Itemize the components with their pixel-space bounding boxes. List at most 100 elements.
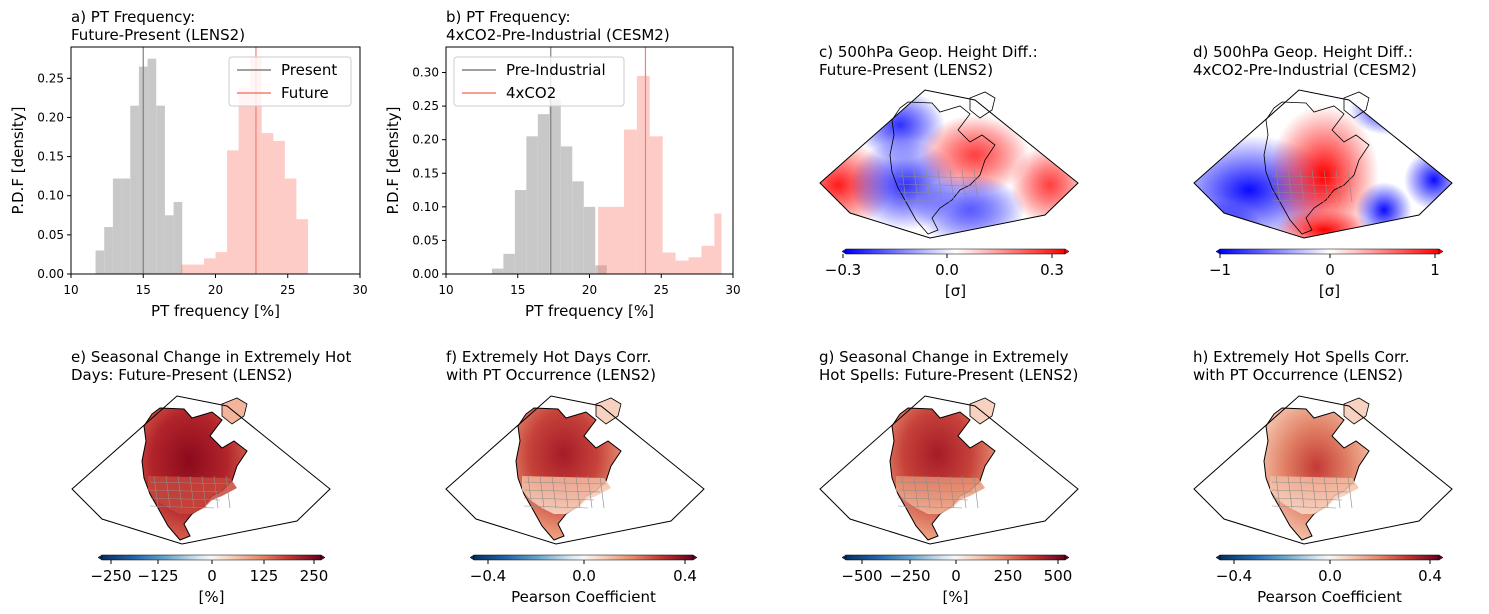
state-line <box>937 169 943 203</box>
greenland <box>969 397 996 425</box>
state-line <box>149 505 215 509</box>
state-borders <box>1271 169 1355 203</box>
histogram-bar <box>215 252 228 274</box>
state-line <box>1271 489 1349 493</box>
state-borders <box>149 475 233 509</box>
histogram-bar <box>623 129 637 274</box>
histogram-bar <box>560 146 573 274</box>
y-axis-label: P.D.F [density] <box>9 107 27 215</box>
histogram-bar <box>130 105 139 274</box>
state-line <box>225 475 231 509</box>
histogram-bar <box>296 219 308 274</box>
histogram-bar <box>526 136 538 274</box>
histogram-bar <box>227 150 239 274</box>
map-panel-c: c) 500hPa Geop. Height Diff.:Future-Pres… <box>819 43 1079 300</box>
state-line <box>1271 199 1337 203</box>
colorbar-tick-label: −250 <box>889 567 930 585</box>
histogram-bar <box>662 252 676 274</box>
colorbar-tick-label: 0 <box>1325 261 1335 279</box>
colorbar-tick-label: 250 <box>994 567 1023 585</box>
state-line <box>925 475 931 509</box>
colorbar-tick-label: −250 <box>90 567 131 585</box>
panel-title: c) 500hPa Geop. Height Diff.: <box>819 43 1038 61</box>
state-line <box>1347 475 1353 509</box>
legend-label: Future <box>281 84 329 102</box>
map-field <box>141 397 248 541</box>
y-tick-label: 0.00 <box>37 267 64 281</box>
y-tick-label: 0.10 <box>412 200 439 214</box>
histogram-bar <box>156 105 165 274</box>
state-line <box>523 497 595 501</box>
histogram-bar <box>649 136 663 274</box>
colorbar-extend-min <box>1215 248 1221 255</box>
panel-subtitle: Days: Future-Present (LENS2) <box>71 366 292 384</box>
anomaly-field <box>1194 90 1452 238</box>
colorbar-tick-label: 0.4 <box>1418 567 1442 585</box>
map-panel-d: d) 500hPa Geop. Height Diff.:4xCO2-Pre-I… <box>1193 43 1453 300</box>
colorbar-extend-max <box>1064 248 1070 255</box>
legend: Present Future <box>228 56 352 107</box>
colorbar-tick-label: −125 <box>137 567 178 585</box>
state-line <box>1275 169 1281 203</box>
state-borders <box>897 475 981 509</box>
x-tick-label: 10 <box>63 283 78 297</box>
state-line <box>523 481 607 485</box>
coastline <box>889 101 996 235</box>
histogram-bar <box>636 75 650 275</box>
state-line <box>1275 475 1281 509</box>
state-line <box>523 505 589 509</box>
state-line <box>201 475 207 509</box>
state-line <box>149 489 227 493</box>
colorbar-extend-max <box>1064 554 1070 561</box>
colorbar-tick-label: 125 <box>250 567 279 585</box>
map-boundary <box>71 395 331 545</box>
state-line <box>897 489 975 493</box>
y-tick-label: 0.15 <box>412 166 439 180</box>
state-line <box>897 175 981 179</box>
panel-subtitle: with PT Occurrence (LENS2) <box>446 366 656 384</box>
series-present <box>95 47 183 274</box>
histogram-bar <box>273 140 285 274</box>
coastline <box>969 91 996 119</box>
x-tick-label: 10 <box>438 283 453 297</box>
chart-panel-b: b) PT Frequency:4xCO2-Pre-Industrial (CE… <box>384 8 741 320</box>
negative-anomaly <box>915 175 1025 238</box>
x-tick-label: 15 <box>510 283 525 297</box>
state-line <box>1323 475 1329 509</box>
colorbar-tick-label: −1 <box>1209 261 1231 279</box>
panel-title: e) Seasonal Change in Extremely Hot <box>71 348 351 366</box>
legend-box <box>228 56 352 107</box>
state-line <box>149 497 221 501</box>
colorbar-bar <box>845 554 1066 561</box>
map-panels: c) 500hPa Geop. Height Diff.:Future-Pres… <box>71 43 1453 606</box>
land-field <box>515 407 622 541</box>
colorbar-extend-min <box>469 554 475 561</box>
x-tick-label: 20 <box>582 283 597 297</box>
positive-anomaly <box>920 115 1030 195</box>
panel-subtitle: Future-Present (LENS2) <box>819 61 993 79</box>
panel-title: g) Seasonal Change in Extremely <box>819 348 1069 366</box>
state-line <box>1271 497 1343 501</box>
histogram-bar <box>95 250 105 274</box>
x-tick-label: 20 <box>208 283 223 297</box>
state-line <box>551 475 557 509</box>
colorbar-extend-max <box>320 554 326 561</box>
map-boundary <box>819 395 1079 545</box>
histogram-panels: a) PT Frequency:Future-Present (LENS2) 10… <box>9 8 741 320</box>
state-line <box>563 475 569 509</box>
state-line <box>189 475 195 509</box>
y-tick-label: 0.15 <box>37 150 64 164</box>
state-line <box>1287 169 1293 203</box>
state-line <box>523 489 601 493</box>
map-panel-h: h) Extremely Hot Spells Corr.with PT Occ… <box>1193 348 1453 606</box>
state-line <box>949 169 955 203</box>
anomaly-field <box>820 90 1078 238</box>
state-line <box>1299 475 1305 509</box>
land-field <box>889 407 996 541</box>
y-tick-label: 0.30 <box>412 66 439 80</box>
panel-subtitle: Hot Spells: Future-Present (LENS2) <box>819 366 1078 384</box>
map-boundary <box>819 89 1079 239</box>
colorbar-tick-label: 0.3 <box>1040 261 1064 279</box>
histogram-bar <box>688 257 702 274</box>
